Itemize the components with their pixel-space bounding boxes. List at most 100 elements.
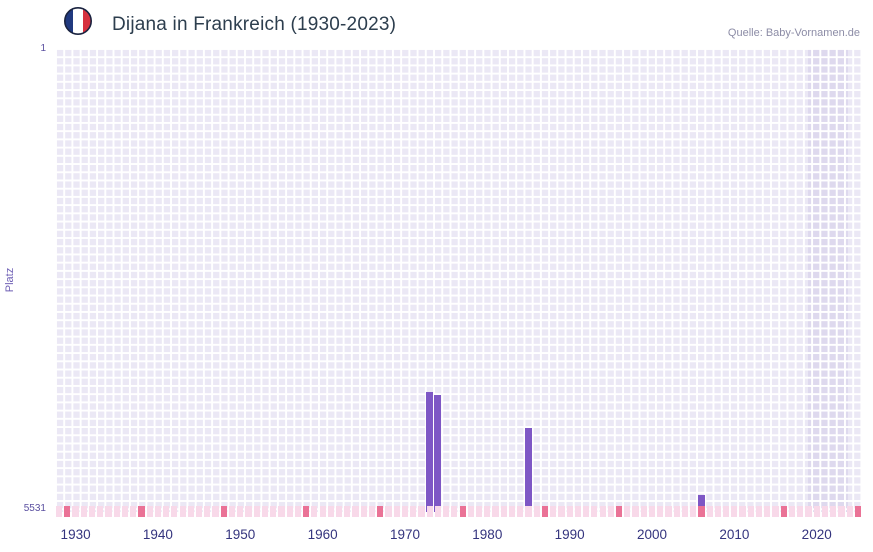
x-tick-label: 1990 bbox=[554, 527, 585, 542]
strip-cell bbox=[187, 506, 194, 517]
strip-cell bbox=[566, 506, 573, 517]
strip-cell bbox=[690, 506, 697, 517]
strip-cell bbox=[764, 506, 771, 517]
strip-cell bbox=[632, 506, 639, 517]
x-tick-label: 2010 bbox=[719, 527, 750, 542]
strip-cell bbox=[747, 506, 754, 517]
strip-cell bbox=[212, 506, 219, 517]
x-tick-label: 1980 bbox=[472, 527, 503, 542]
strip-cell bbox=[558, 506, 565, 517]
strip-cell bbox=[335, 506, 343, 517]
strip-cell bbox=[113, 506, 120, 517]
strip-cell bbox=[88, 506, 96, 517]
strip-cell bbox=[541, 506, 549, 517]
strip-cell bbox=[755, 506, 763, 517]
strip-cell bbox=[294, 506, 301, 517]
bars-layer bbox=[55, 48, 862, 512]
strip-cell bbox=[648, 506, 656, 517]
bottom-year-strip bbox=[55, 506, 862, 517]
strip-cell bbox=[714, 506, 721, 517]
strip-cell bbox=[418, 506, 425, 517]
x-tick-label: 1970 bbox=[389, 527, 420, 542]
strip-cell bbox=[228, 506, 236, 517]
strip-cell bbox=[146, 506, 153, 517]
strip-cell bbox=[665, 506, 672, 517]
grid-lines bbox=[55, 48, 862, 512]
strip-cell bbox=[492, 506, 499, 517]
strip-cell bbox=[138, 506, 145, 517]
strip-cell bbox=[352, 506, 359, 517]
strip-cell bbox=[97, 506, 104, 517]
strip-cell bbox=[451, 506, 458, 517]
strip-cell bbox=[624, 506, 631, 517]
strip-cell bbox=[270, 506, 277, 517]
strip-cell bbox=[574, 506, 581, 517]
y-tick-rank-5531: 5531 bbox=[23, 503, 46, 514]
x-axis: 1930 1940 1950 1960 1970 1980 1990 2000 2010 2020 bbox=[0, 527, 873, 545]
strip-cell bbox=[805, 506, 812, 517]
strip-cell bbox=[64, 506, 71, 517]
strip-cell bbox=[368, 506, 376, 517]
strip-cell bbox=[179, 506, 186, 517]
strip-cell bbox=[401, 506, 409, 517]
strip-cell bbox=[459, 506, 466, 517]
plot-area[interactable] bbox=[55, 48, 862, 512]
strip-cell bbox=[303, 506, 310, 517]
strip-cell bbox=[121, 506, 129, 517]
strip-cell bbox=[698, 506, 705, 517]
strip-cell bbox=[171, 506, 178, 517]
strip-cell bbox=[780, 506, 787, 517]
strip-cell bbox=[410, 506, 417, 517]
strip-cell bbox=[731, 506, 738, 517]
bar-1974[interactable] bbox=[434, 395, 442, 512]
strip-cell bbox=[443, 506, 450, 517]
strip-cell bbox=[723, 506, 730, 517]
strip-cell bbox=[286, 506, 293, 517]
france-flag-icon bbox=[64, 7, 92, 35]
strip-cell bbox=[846, 506, 853, 517]
strip-cell bbox=[319, 506, 326, 517]
bar-1973[interactable] bbox=[426, 391, 434, 512]
strip-cell bbox=[311, 506, 318, 517]
strip-cell bbox=[434, 506, 441, 517]
strip-cell bbox=[196, 506, 203, 517]
strip-cell bbox=[500, 506, 507, 517]
y-tick-rank-1: 1 bbox=[40, 43, 46, 54]
bar-1985[interactable] bbox=[524, 428, 532, 512]
x-tick-label: 2020 bbox=[801, 527, 832, 542]
strip-cell bbox=[797, 506, 804, 517]
strip-cell bbox=[517, 506, 524, 517]
strip-cell bbox=[599, 506, 606, 517]
source-attribution: Quelle: Baby-Vornamen.de bbox=[727, 27, 860, 39]
x-tick-label: 1950 bbox=[225, 527, 256, 542]
strip-cell bbox=[237, 506, 244, 517]
strip-cell bbox=[80, 506, 87, 517]
x-tick-label: 1960 bbox=[307, 527, 338, 542]
strip-cell bbox=[327, 506, 334, 517]
strip-cell bbox=[245, 506, 252, 517]
strip-cell bbox=[56, 506, 63, 517]
strip-cell bbox=[673, 506, 680, 517]
strip-cell bbox=[163, 506, 170, 517]
strip-cell bbox=[788, 506, 796, 517]
y-axis-label: Platz bbox=[4, 267, 16, 293]
strip-cell bbox=[533, 506, 540, 517]
strip-cell bbox=[854, 506, 861, 517]
strip-cell bbox=[393, 506, 400, 517]
strip-cell bbox=[772, 506, 779, 517]
x-tick-label: 1930 bbox=[60, 527, 91, 542]
strip-cell bbox=[204, 506, 211, 517]
bar-2006[interactable] bbox=[697, 495, 705, 512]
strip-cell bbox=[278, 506, 285, 517]
strip-cell bbox=[821, 506, 829, 517]
strip-cell bbox=[591, 506, 598, 517]
x-tick-label: 2000 bbox=[636, 527, 668, 542]
strip-cell bbox=[360, 506, 367, 517]
strip-cell bbox=[154, 506, 162, 517]
strip-cell bbox=[220, 506, 227, 517]
strip-cell bbox=[615, 506, 623, 517]
strip-cell bbox=[484, 506, 491, 517]
strip-cell bbox=[467, 506, 474, 517]
chart-title: Dijana in Frankreich (1930-2023) bbox=[112, 14, 397, 35]
